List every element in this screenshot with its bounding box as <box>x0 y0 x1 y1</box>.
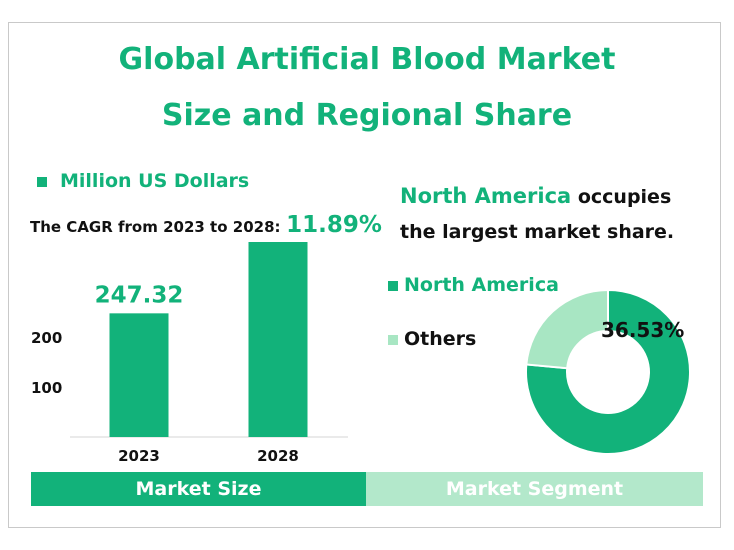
legend-swatch-million-usd <box>37 177 47 187</box>
headline-line-2: the largest market share. <box>400 221 675 243</box>
cagr-value: 11.89% <box>286 212 382 238</box>
y-tick-label: 200 <box>31 329 62 347</box>
legend-swatch-others <box>388 335 398 345</box>
donut-data-label: 36.53% <box>601 318 685 342</box>
y-tick-label: 100 <box>31 379 62 397</box>
legend-label-million-usd: Million US Dollars <box>60 170 250 192</box>
x-tick-label: 2023 <box>118 447 160 465</box>
donut-slice-north-america <box>525 288 691 455</box>
title-line-1: Global Artificial Blood Market <box>118 42 616 77</box>
headline-rest-1: occupies <box>577 186 672 208</box>
legend-label-north-america: North America <box>404 274 559 296</box>
infographic-frame <box>8 22 721 528</box>
headline-line-1: North America occupies <box>400 184 671 208</box>
cagr-prefix: The CAGR from 2023 to 2028: <box>30 218 281 236</box>
x-tick-label: 2028 <box>257 447 299 465</box>
band-market-segment: Market Segment <box>366 472 703 506</box>
bar-2023 <box>109 313 169 437</box>
bar-2028 <box>248 242 308 437</box>
title-line-2: Size and Regional Share <box>161 98 573 133</box>
legend-label-others: Others <box>404 328 477 350</box>
bar-data-label: 247.32 <box>95 282 184 308</box>
cagr-label: The CAGR from 2023 to 2028: 11.89% <box>30 212 382 238</box>
donut-slice-others <box>525 288 609 370</box>
band-market-size: Market Size <box>31 472 366 506</box>
legend-swatch-north-america <box>388 281 398 291</box>
headline-highlight: North America <box>400 184 572 208</box>
